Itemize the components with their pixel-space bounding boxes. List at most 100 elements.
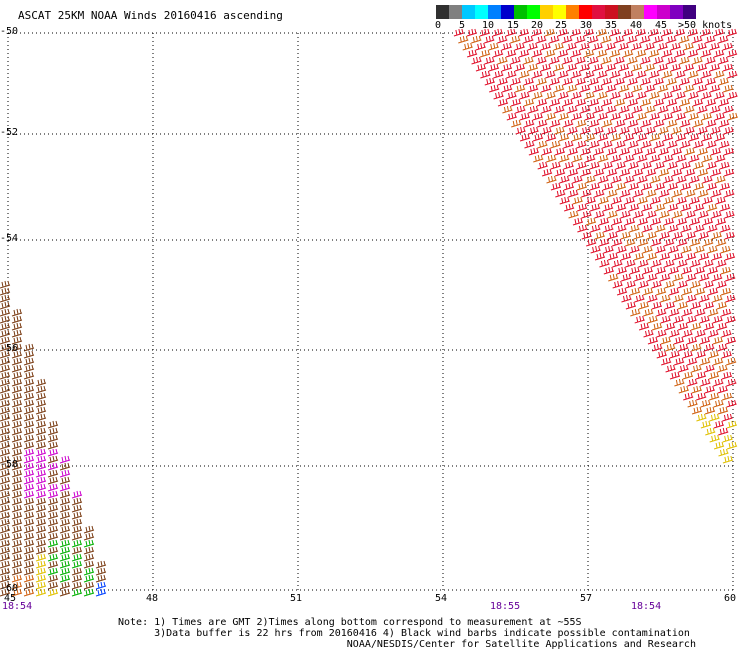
wind-barb [700, 420, 711, 429]
wind-barb [651, 238, 662, 247]
wind-barb [83, 574, 95, 583]
wind-barb [722, 392, 733, 401]
wind-barb [709, 392, 720, 401]
wind-barb [514, 42, 525, 51]
wind-barb [572, 217, 584, 226]
wind-barb [95, 581, 107, 590]
wind-barb [667, 161, 678, 170]
wind-barb [585, 196, 596, 205]
wind-barb [632, 168, 644, 177]
wind-barb [706, 140, 717, 149]
wind-barb [634, 294, 645, 303]
wind-barb [637, 196, 648, 205]
wind-barb [95, 567, 107, 576]
wind-barb [682, 329, 693, 338]
wind-barb [684, 84, 695, 93]
wind-barb [644, 42, 655, 51]
wind-barb [717, 343, 728, 352]
wind-barb [11, 378, 23, 387]
wind-barb [630, 308, 641, 317]
wind-barb [725, 294, 736, 303]
wind-barb [659, 210, 670, 219]
wind-barb [11, 483, 23, 492]
wind-barb [678, 364, 689, 373]
wind-barb [23, 392, 35, 401]
wind-barb [0, 490, 11, 499]
wind-barb [695, 350, 706, 359]
wind-barb [515, 84, 526, 93]
wind-barb [59, 553, 71, 562]
wind-barb [0, 518, 11, 527]
wind-barb [0, 350, 11, 359]
wind-barb [615, 140, 626, 149]
colorbar-label: 10 [482, 20, 495, 31]
wind-barb [567, 84, 578, 93]
wind-barb [11, 350, 23, 359]
lon-label: 51 [290, 593, 303, 604]
wind-barb [488, 63, 500, 72]
wind-barb [706, 182, 718, 191]
wind-barb [664, 280, 675, 289]
wind-barb [658, 168, 670, 177]
wind-barb [708, 350, 719, 359]
wind-barb [23, 462, 35, 471]
wind-barb [726, 420, 737, 429]
wind-barb [620, 231, 631, 240]
wind-barb [676, 175, 687, 184]
wind-barb [562, 98, 574, 107]
wind-barb [723, 84, 734, 93]
wind-barb [664, 238, 675, 247]
wind-barb [492, 49, 504, 58]
wind-barb [690, 280, 701, 289]
wind-barb [705, 56, 716, 65]
wind-barb [609, 28, 621, 37]
wind-barb [537, 119, 548, 128]
footer-line: 3)Data buffer is 22 hrs from 20160416 4)… [118, 628, 690, 639]
wind-barb [598, 175, 609, 184]
wind-barb [23, 532, 35, 541]
wind-barb [35, 581, 47, 590]
wind-barb [549, 56, 560, 65]
wind-barb [59, 462, 71, 471]
wind-barb [47, 476, 59, 485]
wind-barb [667, 203, 679, 212]
wind-barb [650, 154, 661, 163]
wind-barb [718, 56, 729, 65]
lon-label: 48 [146, 593, 159, 604]
wind-barb [594, 252, 606, 261]
wind-barb [643, 329, 654, 338]
wind-barb [625, 280, 636, 289]
wind-barb [663, 175, 674, 184]
wind-barb [680, 119, 691, 128]
wind-barb [544, 49, 556, 58]
wind-barb [615, 161, 626, 170]
wind-barb [719, 140, 730, 149]
wind-swath-east [453, 28, 738, 464]
wind-barb [35, 483, 47, 492]
wind-barb [635, 49, 647, 58]
wind-barb [616, 287, 628, 296]
wind-barb [658, 84, 669, 93]
wind-barb [611, 154, 622, 163]
wind-barb [641, 161, 652, 170]
wind-barb [47, 469, 59, 478]
wind-barb [650, 217, 662, 226]
wind-barb [23, 455, 35, 464]
wind-barb [723, 168, 735, 177]
wind-barb [466, 28, 478, 37]
wind-barb [713, 441, 725, 450]
wind-barb [708, 371, 720, 380]
wind-barb [559, 196, 570, 205]
wind-barb [47, 560, 59, 569]
wind-barb [23, 448, 35, 457]
wind-barb [11, 315, 23, 324]
colorbar-swatch [436, 5, 450, 19]
pass-time: 18:54 [2, 601, 33, 612]
wind-barb [727, 70, 738, 79]
wind-barb [589, 119, 600, 128]
colorbar-label: 40 [630, 20, 643, 31]
wind-barb [563, 161, 574, 170]
wind-barb [720, 224, 731, 233]
wind-barb [47, 441, 59, 450]
wind-barb [83, 553, 95, 562]
